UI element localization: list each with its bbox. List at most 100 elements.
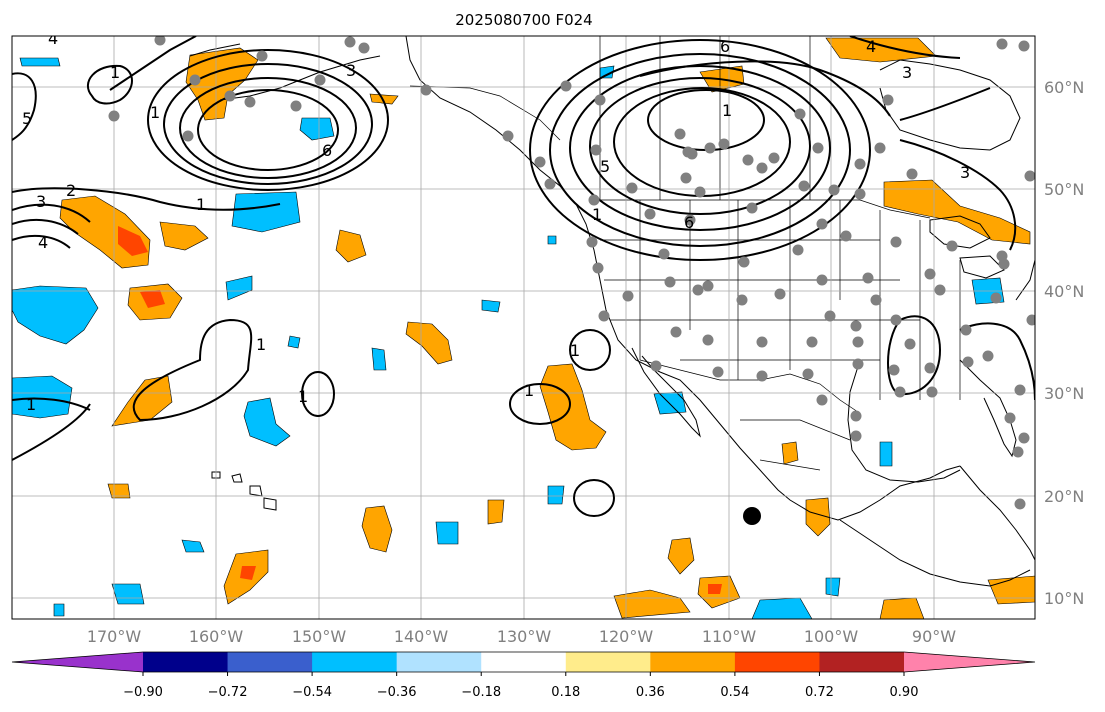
figure-title: 2025080700 F024 xyxy=(455,11,592,29)
positive-anomaly-region xyxy=(879,597,925,619)
negative-anomaly-region xyxy=(435,521,459,545)
positive-anomaly-region xyxy=(825,37,937,63)
graticule xyxy=(12,36,1035,619)
positive-anomaly-region xyxy=(107,483,131,499)
positive-anomaly-region xyxy=(613,589,691,619)
colorbar-tick-label: 0.18 xyxy=(551,685,580,700)
contour-label: 1 xyxy=(524,381,534,400)
contour-label: 6 xyxy=(322,141,332,160)
longitude-label: 90°W xyxy=(912,627,956,646)
negative-anomaly-region xyxy=(653,391,687,415)
contour-label: 2 xyxy=(66,181,76,200)
positive-anomaly-region xyxy=(667,537,695,575)
latitude-label: 30°N xyxy=(1044,384,1084,403)
positive-anomaly-region-strong xyxy=(118,226,148,256)
colorbar-tick-label: 0.72 xyxy=(805,685,834,700)
storm-center-marker xyxy=(743,507,761,525)
colorbar-tick-label: 0.54 xyxy=(720,685,749,700)
longitude-label: 130°W xyxy=(497,627,552,646)
colorbar-segment xyxy=(819,652,905,672)
negative-anomaly-region xyxy=(751,597,813,619)
colorbar-segment xyxy=(312,652,398,672)
colorbar-extension-high xyxy=(904,652,1035,672)
contour-label: 1 xyxy=(256,335,266,354)
positive-anomaly-region-strong xyxy=(240,566,256,580)
contour-label: 3 xyxy=(346,61,356,80)
shaded-anomalies xyxy=(12,37,1035,619)
contour-label: 4 xyxy=(866,37,876,56)
contour-label: 3 xyxy=(960,163,970,182)
longitude-label: 160°W xyxy=(189,627,244,646)
positive-anomaly-region xyxy=(781,441,799,465)
latitude-label: 20°N xyxy=(1044,487,1084,506)
contour-label: 3 xyxy=(902,63,912,82)
negative-anomaly-region xyxy=(825,577,841,597)
contour-label: 1 xyxy=(196,195,206,214)
negative-anomaly-region xyxy=(53,603,65,617)
colorbar-segment xyxy=(227,652,313,672)
contour-label: 4 xyxy=(38,233,48,252)
negative-anomaly-region xyxy=(481,299,501,313)
longitude-axis-labels: 170°W 160°W 150°W 140°W 130°W 120°W 110°… xyxy=(87,627,956,646)
contour-label: 1 xyxy=(26,395,36,414)
contour-label: 1 xyxy=(570,341,580,360)
positive-anomaly-region xyxy=(361,505,393,553)
positive-anomaly-region xyxy=(805,497,831,537)
colorbar-segment xyxy=(143,652,229,672)
colorbar-segment xyxy=(734,652,820,672)
negative-anomaly-region xyxy=(547,235,557,245)
longitude-label: 140°W xyxy=(394,627,449,646)
colorbar-tick-labels: −0.90 −0.72 −0.54 −0.36 −0.18 0.18 0.36 0.54 0.7… xyxy=(123,672,918,700)
colorbar-tick-label: −0.72 xyxy=(208,685,248,700)
colorbar-tick-label: −0.18 xyxy=(461,685,501,700)
colorbar xyxy=(11,651,1036,673)
contour-label: 1 xyxy=(592,205,602,224)
negative-anomaly-region xyxy=(111,583,145,605)
positive-anomaly-region xyxy=(159,221,209,251)
longitude-label: 120°W xyxy=(599,627,654,646)
contour-label: 6 xyxy=(720,37,730,56)
colorbar-tick-label: −0.54 xyxy=(292,685,332,700)
contour-label: 5 xyxy=(22,109,32,128)
colorbar-tick-label: 0.90 xyxy=(890,685,919,700)
coastlines xyxy=(189,36,1035,587)
positive-anomaly-region xyxy=(883,179,1031,245)
latitude-label: 40°N xyxy=(1044,282,1084,301)
contour-label: 1 xyxy=(722,101,732,120)
colorbar-tick-label: −0.36 xyxy=(377,685,417,700)
negative-anomaly-region xyxy=(12,285,99,345)
negative-anomaly-region xyxy=(243,397,291,447)
latitude-label: 60°N xyxy=(1044,78,1084,97)
contour-label: 1 xyxy=(150,103,160,122)
station-dots xyxy=(108,36,1035,510)
positive-anomaly-region xyxy=(539,363,607,451)
map-area xyxy=(12,36,1035,619)
latitude-axis-labels: 60°N 50°N 40°N 30°N 20°N 10°N xyxy=(1044,78,1084,608)
contour-label-group: 1 1 3 4 5 6 1 2 3 4 1 6 1 4 3 3 5 6 1 1 … xyxy=(22,29,970,414)
positive-anomaly-region-strong xyxy=(708,584,722,594)
negative-anomaly-region xyxy=(225,275,253,301)
contour-label: 3 xyxy=(36,192,46,211)
colorbar-extension-low xyxy=(12,652,143,672)
negative-anomaly-region xyxy=(231,191,301,233)
negative-anomaly-region xyxy=(879,441,893,467)
longitude-label: 170°W xyxy=(87,627,142,646)
contour-label: 6 xyxy=(684,213,694,232)
negative-anomaly-region xyxy=(299,117,335,141)
contour-label: 4 xyxy=(48,29,58,48)
negative-anomaly-region xyxy=(287,335,301,349)
positive-anomaly-region xyxy=(369,93,399,105)
positive-anomaly-region xyxy=(405,321,453,365)
positive-anomaly-region xyxy=(487,499,505,525)
longitude-label: 150°W xyxy=(292,627,347,646)
colorbar-segment xyxy=(650,652,736,672)
negative-anomaly-region xyxy=(181,539,205,553)
colorbar-tick-label: −0.90 xyxy=(123,685,163,700)
negative-anomaly-region xyxy=(19,57,61,67)
colorbar-segment xyxy=(396,652,482,672)
colorbar-tick-label: 0.36 xyxy=(636,685,665,700)
longitude-label: 100°W xyxy=(804,627,859,646)
contour-label: 5 xyxy=(600,157,610,176)
colorbar-segment xyxy=(565,652,651,672)
